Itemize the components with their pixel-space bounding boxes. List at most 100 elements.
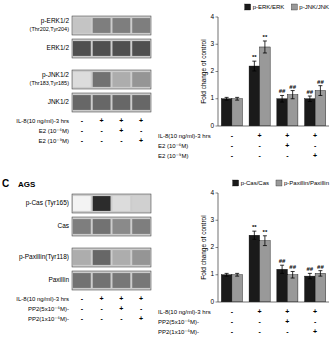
error-line	[282, 95, 283, 102]
legend-swatch	[245, 4, 251, 10]
condition-value: +	[285, 318, 289, 325]
condition-value: -	[120, 315, 123, 322]
y-tick-label: 4	[210, 13, 214, 20]
condition-value: -	[231, 318, 234, 325]
y-tick	[216, 302, 219, 303]
bar	[277, 269, 288, 302]
error-cap	[225, 97, 229, 98]
condition-value: -	[258, 152, 261, 159]
condition-value: -	[120, 137, 123, 144]
condition-value: +	[139, 117, 143, 124]
condition-value: +	[119, 117, 123, 124]
error-bar	[308, 96, 312, 101]
error-line	[237, 273, 238, 276]
blot-panel: CAGSp-Cas (Tyr165)Casp-Paxillin(Tyr118)P…	[2, 178, 151, 322]
error-cap	[252, 231, 256, 232]
blot-band	[73, 72, 91, 87]
y-tick-label: 3	[210, 40, 214, 47]
error-line	[320, 271, 321, 276]
legend-swatch	[233, 180, 239, 186]
condition-label: E2 (10⁻⁹M)	[39, 138, 69, 144]
bar	[287, 95, 298, 126]
error-line	[309, 96, 310, 101]
bar-panel: **####**####01234Fold change of controlp…	[158, 180, 329, 335]
legend: p-Cas/Casp-Paxillin/Paxillin	[233, 180, 329, 186]
blot-band	[112, 273, 130, 288]
significance-label: **	[263, 34, 268, 40]
blot-band	[93, 41, 111, 56]
blot-band	[132, 219, 150, 234]
error-line	[226, 97, 227, 100]
bar-panel: **####**####01234Fold change of controlp…	[158, 4, 329, 159]
condition-label: E2 (10⁻⁶M)	[39, 128, 69, 134]
bar	[249, 235, 260, 302]
condition-label: PP2(1x10⁻⁶M)-	[158, 329, 199, 335]
significance-label: ##	[289, 264, 296, 270]
condition-label: PP2(1x10⁻⁶M)-	[28, 316, 69, 322]
y-tick-label: 2	[210, 243, 214, 250]
error-cap	[252, 61, 256, 62]
condition-label: IL-8(10 ng/ml)-3 hrs	[158, 133, 211, 139]
y-axis-label: Fold change of control	[200, 39, 208, 104]
y-axis-label: Fold change of control	[200, 215, 208, 280]
blot-panel: p-ERK1/2(Thr202,Tyr204)ERK1/2p-JNK1/2(Th…	[16, 16, 151, 144]
bar	[221, 275, 232, 302]
condition-value: +	[139, 137, 143, 144]
legend-swatch	[291, 4, 297, 10]
significance-label: ##	[279, 88, 286, 94]
error-cap	[291, 278, 295, 279]
bar	[287, 275, 298, 302]
error-cap	[252, 239, 256, 240]
y-tick-label: 1	[210, 94, 214, 101]
blot-band	[93, 250, 111, 265]
condition-value: -	[258, 318, 261, 325]
condition-value: -	[81, 117, 84, 124]
row-label: p-Paxillin(Tyr118)	[19, 253, 69, 261]
row-label: p-Cas (Tyr165)	[26, 199, 69, 207]
condition-value: +	[313, 328, 317, 335]
significance-label: ##	[289, 84, 296, 90]
y-tick	[216, 126, 219, 127]
blot-band	[112, 196, 130, 211]
error-bar	[291, 271, 295, 278]
labels: **####**####	[252, 34, 324, 95]
error-cap	[318, 85, 322, 86]
x-axis-line	[218, 302, 329, 303]
significance-label: ##	[317, 79, 324, 85]
blot-band	[132, 18, 150, 33]
error-bar	[318, 271, 322, 276]
significance-label: ##	[307, 89, 314, 95]
row-label: p-JNK1/2	[42, 71, 69, 79]
error-bar	[280, 265, 284, 273]
condition-label: IL-8(10 ng/ml)-3 hrs	[16, 118, 69, 124]
error-cap	[235, 97, 239, 98]
y-tick-label: 0	[210, 298, 214, 305]
condition-value: -	[81, 127, 84, 134]
condition-value: -	[314, 318, 317, 325]
condition-value: +	[100, 117, 104, 124]
significance-label: ##	[307, 266, 314, 272]
error-cap	[263, 235, 267, 236]
condition-value: -	[100, 315, 103, 322]
error-bar	[252, 61, 256, 71]
error-bar	[235, 273, 239, 276]
blot-band	[93, 95, 111, 110]
error-line	[264, 236, 265, 246]
condition-value: -	[140, 127, 143, 134]
blot-band	[93, 273, 111, 288]
condition-value: +	[119, 295, 123, 302]
error-bar	[235, 97, 239, 100]
condition-value: -	[231, 308, 234, 315]
significance-label: **	[252, 54, 257, 60]
bar	[315, 273, 326, 302]
blot-band	[112, 219, 130, 234]
condition-value: -	[140, 305, 143, 312]
error-cap	[235, 273, 239, 274]
plot-marks	[221, 231, 325, 302]
row-label: ERK1/2	[47, 44, 70, 51]
blot-band	[73, 95, 91, 110]
blot-band	[112, 18, 130, 33]
bar	[249, 66, 260, 126]
y-tick-label: 3	[210, 216, 214, 223]
legend-label: p-Paxillin/Paxillin	[284, 180, 329, 186]
